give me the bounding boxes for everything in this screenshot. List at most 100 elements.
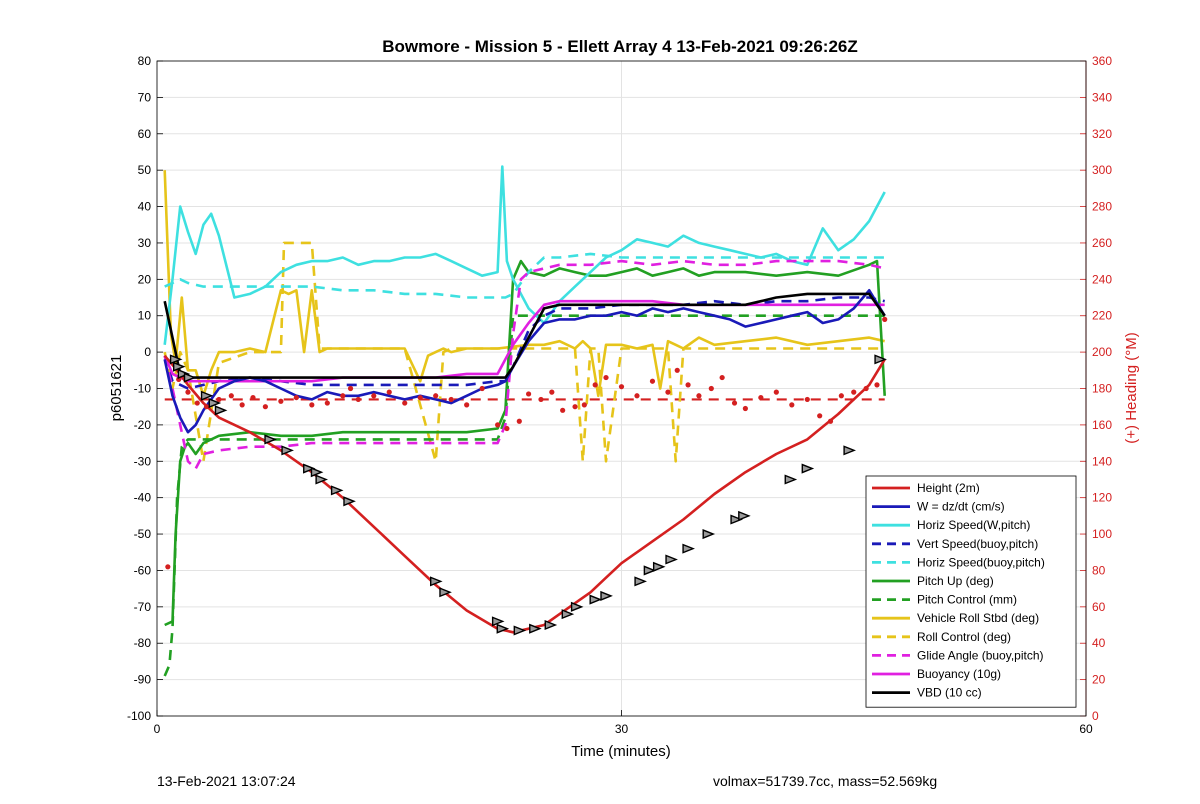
y-tick-label: -30 [134, 454, 152, 468]
glider-marker [570, 601, 584, 612]
heading-point [216, 396, 222, 403]
glider-marker [281, 445, 294, 456]
y-tick-label: -80 [134, 636, 152, 650]
heading-point [882, 316, 888, 322]
y-tick-label: 80 [138, 54, 152, 68]
heading-point [838, 393, 844, 399]
glider-marker [303, 463, 316, 474]
glider-marker [561, 609, 575, 620]
glider-marker [634, 576, 647, 587]
series-line-2 [163, 165, 886, 345]
y-tick-label: -50 [134, 527, 152, 541]
heading-point [185, 389, 191, 395]
series-line-11 [163, 292, 886, 379]
heading-point [448, 396, 454, 403]
heading-point [789, 402, 795, 408]
heading-point [549, 389, 555, 395]
heading-point [581, 402, 587, 408]
heading-point [674, 367, 680, 373]
y-tick-label: -10 [134, 382, 152, 396]
y-tick-label: -60 [134, 563, 152, 577]
heading-point [685, 382, 691, 388]
heading-point [665, 389, 671, 395]
y-tick-label: 50 [138, 163, 152, 177]
y2-tick-label: 300 [1092, 163, 1112, 177]
y-tick-label: 0 [144, 345, 151, 359]
glider-marker [496, 623, 510, 634]
plot-area [163, 165, 888, 677]
heading-point [239, 402, 245, 408]
y2-tick-label: 0 [1092, 709, 1099, 723]
y2-tick-label: 180 [1092, 382, 1112, 396]
glider-marker [652, 561, 666, 572]
legend-label: Horiz Speed(W,pitch) [917, 518, 1030, 532]
glider-marker [315, 474, 329, 485]
heading-point [742, 405, 748, 412]
y-tick-label: -20 [134, 418, 152, 432]
glider-marker [874, 354, 887, 365]
x-axis: 0 30 60 [154, 710, 1093, 736]
heading-point [572, 404, 578, 410]
legend-label: Horiz Speed(buoy,pitch) [917, 555, 1045, 569]
series-line-1 [163, 288, 886, 434]
glider-marker [544, 619, 558, 631]
glider-marker [214, 405, 228, 416]
heading-point [165, 564, 171, 570]
y-tick-label: -40 [134, 491, 152, 505]
heading-point [371, 393, 377, 399]
heading-point [479, 385, 485, 392]
legend-label: Glide Angle (buoy,pitch) [917, 648, 1044, 662]
legend-label: Pitch Control (mm) [917, 593, 1017, 607]
y2-tick-label: 40 [1092, 636, 1106, 650]
heading-point [758, 394, 764, 401]
glider-marker [177, 368, 191, 379]
heading-point [874, 382, 880, 388]
y2-tick-label: 360 [1092, 54, 1112, 68]
heading-point [719, 374, 725, 381]
glider-marker [843, 445, 856, 456]
heading-point [402, 400, 408, 406]
heading-point [731, 400, 738, 406]
heading-point [526, 391, 532, 397]
glider-marker [200, 390, 214, 401]
y2-tick-label: 20 [1092, 673, 1106, 687]
glider-marker [183, 372, 197, 383]
heading-point [386, 389, 392, 395]
glider-marker [589, 594, 603, 605]
heading-point [592, 382, 598, 388]
footer-timestamp: 13-Feb-2021 13:07:24 [157, 773, 296, 789]
heading-point [347, 385, 354, 392]
legend-label: W = dz/dt (cm/s) [917, 500, 1005, 514]
glider-marker [491, 616, 505, 627]
heading-point [696, 393, 702, 399]
glider-marker [208, 398, 222, 409]
y-tick-label: -70 [134, 600, 152, 614]
x-tick-label: 30 [615, 722, 629, 736]
y2-tick-label: 200 [1092, 345, 1112, 359]
heading-point [228, 393, 234, 399]
legend-box [865, 475, 1077, 708]
heading-point [293, 394, 299, 401]
heading-point [827, 418, 834, 424]
y2-tick-label: 220 [1092, 309, 1112, 323]
y2-tick-label: 260 [1092, 236, 1112, 250]
y-tick-label: 30 [138, 236, 152, 250]
heading-point [618, 384, 625, 390]
right-axis-label: (+) Heading (°M) [1123, 332, 1140, 443]
heading-point [708, 385, 714, 392]
legend-label: Vert Speed(buoy,pitch) [917, 537, 1038, 551]
y2-tick-label: 320 [1092, 127, 1112, 141]
y2-tick-label: 100 [1092, 527, 1112, 541]
series-line-8 [163, 241, 885, 463]
heading-point [603, 374, 609, 381]
heading-point [649, 378, 656, 384]
legend-label: Pitch Up (deg) [917, 574, 994, 588]
y-tick-label: -100 [127, 709, 151, 723]
heading-point [863, 385, 869, 392]
legend: Height (2m) W = dz/dt (cm/s) Horiz Speed(W… [865, 475, 1077, 708]
heading-point [355, 396, 361, 403]
plot-frame [156, 60, 1087, 717]
heading-point [194, 400, 200, 406]
glider-marker [330, 485, 344, 496]
left-y-axis: -100-90-80-70-60-50-40-30-20-10010203040… [127, 54, 163, 723]
